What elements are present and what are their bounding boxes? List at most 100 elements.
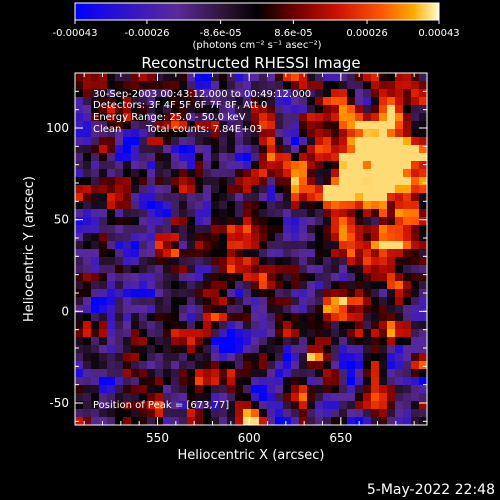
heatmap-cell	[99, 81, 108, 90]
heatmap-cell	[379, 417, 388, 425]
heatmap-cell	[251, 417, 260, 425]
heatmap-cell	[315, 193, 324, 202]
heatmap-cell	[91, 265, 100, 274]
heatmap-cell	[171, 289, 180, 298]
heatmap-cell	[315, 297, 324, 306]
heatmap-cell	[155, 225, 164, 234]
heatmap-cell	[355, 297, 364, 306]
heatmap-cell	[211, 81, 220, 90]
heatmap-cell	[371, 401, 380, 410]
heatmap-cell	[275, 145, 284, 154]
heatmap-cell	[195, 313, 204, 322]
heatmap-cell	[163, 145, 172, 154]
heatmap-cell	[395, 265, 404, 274]
heatmap-cell	[315, 89, 324, 98]
heatmap-cell	[323, 177, 332, 186]
heatmap-cell	[307, 249, 316, 258]
heatmap-cell	[283, 273, 292, 282]
heatmap-cell	[139, 257, 148, 266]
heatmap-cell	[307, 217, 316, 226]
heatmap-cell	[99, 193, 108, 202]
heatmap-cell	[195, 337, 204, 346]
heatmap-cell	[411, 353, 420, 362]
heatmap-cell	[211, 385, 220, 394]
heatmap-cell	[83, 289, 92, 298]
heatmap-cell	[403, 409, 412, 418]
heatmap-cell	[75, 337, 84, 346]
heatmap-cell	[123, 409, 132, 418]
heatmap-cell	[355, 345, 364, 354]
heatmap-cell	[163, 377, 172, 386]
heatmap-cell	[275, 417, 284, 425]
heatmap-cell	[339, 137, 348, 146]
heatmap-cell	[299, 297, 308, 306]
heatmap-image	[75, 73, 427, 425]
heatmap-cell	[235, 393, 244, 402]
heatmap-cell	[355, 337, 364, 346]
heatmap-cell	[363, 193, 372, 202]
heatmap-cell	[387, 97, 396, 106]
heatmap-cell	[403, 233, 412, 242]
heatmap-cell	[419, 201, 427, 210]
heatmap-cell	[163, 313, 172, 322]
heatmap-cell	[331, 169, 340, 178]
heatmap-cell	[147, 145, 156, 154]
heatmap-cell	[331, 233, 340, 242]
heatmap-cell	[371, 193, 380, 202]
heatmap-cell	[339, 153, 348, 162]
heatmap-cell	[211, 105, 220, 114]
heatmap-cell	[387, 217, 396, 226]
heatmap-cell	[91, 129, 100, 138]
heatmap-cell	[363, 393, 372, 402]
heatmap-cell	[187, 217, 196, 226]
heatmap-cell	[187, 385, 196, 394]
heatmap-cell	[387, 313, 396, 322]
heatmap-cell	[195, 297, 204, 306]
heatmap-cell	[299, 385, 308, 394]
heatmap-cell	[283, 225, 292, 234]
heatmap-cell	[355, 113, 364, 122]
heatmap-cell	[147, 161, 156, 170]
heatmap-cell	[259, 305, 268, 314]
heatmap-cell	[387, 233, 396, 242]
heatmap-cell	[147, 353, 156, 362]
heatmap-cell	[363, 233, 372, 242]
heatmap-cell	[307, 369, 316, 378]
heatmap-cell	[315, 345, 324, 354]
heatmap-cell	[203, 233, 212, 242]
heatmap-cell	[195, 129, 204, 138]
heatmap-cell	[267, 385, 276, 394]
heatmap-cell	[163, 169, 172, 178]
heatmap-cell	[395, 281, 404, 290]
heatmap-cell	[379, 209, 388, 218]
heatmap-cell	[131, 145, 140, 154]
heatmap-cell	[299, 161, 308, 170]
heatmap-cell	[275, 241, 284, 250]
heatmap-cell	[251, 337, 260, 346]
heatmap-cell	[163, 217, 172, 226]
heatmap-cell	[211, 305, 220, 314]
heatmap-cell	[131, 161, 140, 170]
heatmap-cell	[75, 385, 84, 394]
heatmap-cell	[211, 241, 220, 250]
heatmap-cell	[339, 233, 348, 242]
heatmap-cell	[363, 81, 372, 90]
heatmap-cell	[203, 73, 212, 82]
heatmap-cell	[419, 273, 427, 282]
heatmap-cell	[123, 297, 132, 306]
heatmap-cell	[371, 265, 380, 274]
heatmap-cell	[291, 169, 300, 178]
heatmap-cell	[155, 89, 164, 98]
heatmap-cell	[259, 417, 268, 425]
heatmap-cell	[203, 369, 212, 378]
heatmap-cell	[267, 185, 276, 194]
heatmap-cell	[163, 129, 172, 138]
heatmap-cell	[211, 281, 220, 290]
heatmap-cell	[339, 297, 348, 306]
heatmap-cell	[267, 265, 276, 274]
heatmap-cell	[147, 305, 156, 314]
heatmap-cell	[363, 73, 372, 82]
heatmap-cell	[219, 337, 228, 346]
heatmap-cell	[163, 393, 172, 402]
heatmap-cell	[347, 169, 356, 178]
